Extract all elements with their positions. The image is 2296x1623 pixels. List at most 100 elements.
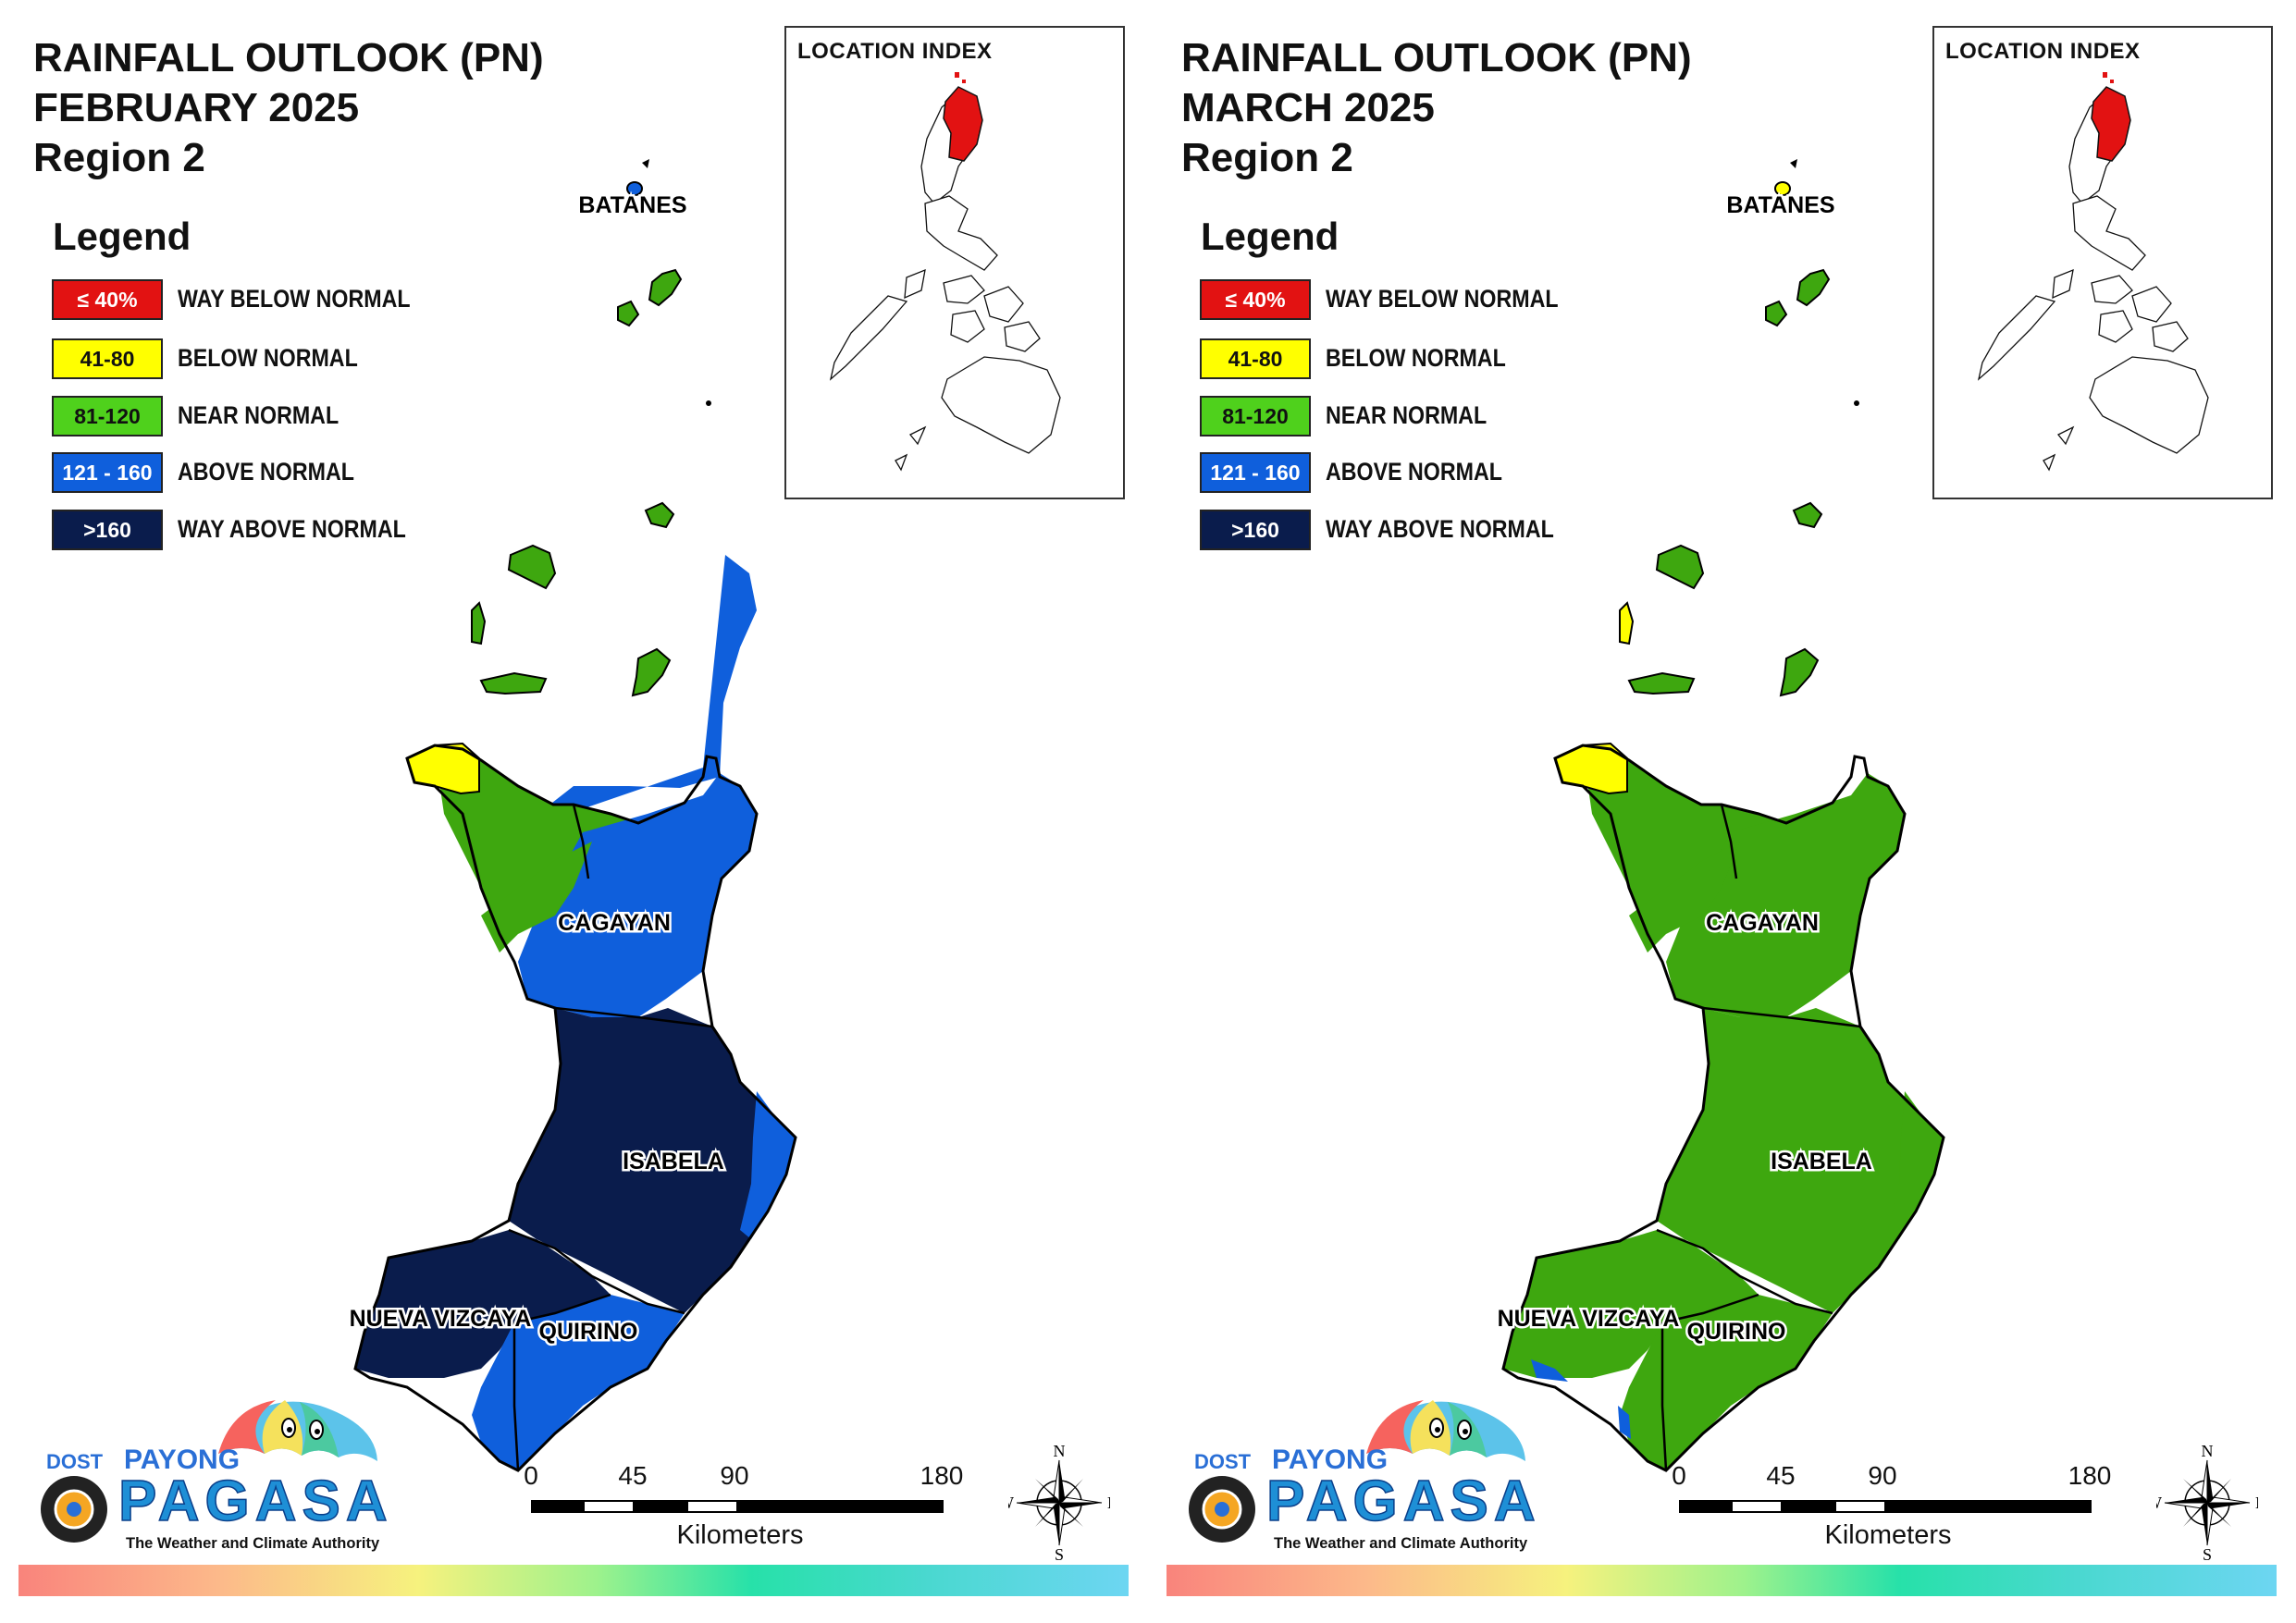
batanes-highlight bbox=[955, 72, 966, 83]
nueva-quirino-border bbox=[1660, 1322, 1668, 1471]
cagayan-isabela-border bbox=[1702, 1006, 1861, 1028]
logo-payong: PAYONG bbox=[124, 1445, 240, 1475]
map-panel-march: RAINFALL OUTLOOK (PN) MARCH 2025 Region … bbox=[1148, 0, 2296, 1623]
legend-label: WAY ABOVE NORMAL bbox=[178, 515, 406, 543]
pagasa-logo: DOST PAYONG PAGASA The Weather and Clima… bbox=[1189, 1400, 1536, 1552]
scale-segment bbox=[738, 1500, 944, 1513]
location-index-inset: LOCATION INDEX bbox=[1932, 26, 2273, 499]
legend-swatch: 121 - 160 bbox=[1200, 452, 1311, 493]
bottom-gradient-band bbox=[1167, 1565, 2277, 1596]
province-label-isabela: ISABELA bbox=[623, 1149, 724, 1174]
compass-n: N bbox=[2202, 1443, 2214, 1460]
isabela-south-border bbox=[1656, 1228, 1833, 1315]
legend-swatch: 41-80 bbox=[1200, 338, 1311, 379]
legend-swatch: 81-120 bbox=[1200, 396, 1311, 436]
map-title: RAINFALL OUTLOOK (PN) MARCH 2025 Region … bbox=[1181, 33, 1692, 183]
logo-pagasa: PAGASA bbox=[118, 1469, 393, 1533]
pagasa-logo: DOST PAYONG PAGASA The Weather and Clima… bbox=[41, 1400, 393, 1552]
batanes-islet bbox=[1790, 159, 1797, 168]
scale-tick: 90 bbox=[720, 1461, 749, 1490]
mindanao-outline bbox=[941, 356, 1061, 454]
scale-bar: 0 45 90 180 Kilometers bbox=[518, 1461, 964, 1572]
legend-swatch: >160 bbox=[52, 510, 163, 550]
province-label-quirino: QUIRINO bbox=[1687, 1319, 1786, 1345]
compass-n: N bbox=[1054, 1443, 1066, 1460]
scale-segment bbox=[1834, 1500, 1886, 1513]
scale-tick: 45 bbox=[1766, 1461, 1796, 1490]
province-label-nueva-vizcaya: NUEVA VIZCAYA bbox=[1498, 1306, 1680, 1332]
philippines-outline-map bbox=[1977, 72, 2209, 472]
cagayan-inner-border bbox=[1720, 804, 1738, 879]
logo-dost: DOST bbox=[46, 1450, 104, 1473]
islet-dot bbox=[706, 400, 711, 406]
nueva-vizcaya-fill bbox=[355, 1230, 611, 1378]
compass-e: E bbox=[1107, 1494, 1110, 1512]
batanes-islet bbox=[642, 159, 649, 168]
philippines-outline-map bbox=[829, 72, 1061, 472]
nueva-vizcaya-fill bbox=[1503, 1230, 1759, 1378]
legend-label: WAY BELOW NORMAL bbox=[178, 285, 411, 313]
region-2-highlight bbox=[943, 86, 983, 162]
isabela-fill bbox=[1657, 1008, 1939, 1313]
cagayan-fill bbox=[514, 555, 757, 832]
scale-tick: 45 bbox=[618, 1461, 648, 1490]
legend-label: ABOVE NORMAL bbox=[178, 458, 354, 486]
batanes-highlight bbox=[2103, 72, 2114, 83]
scale-unit: Kilometers bbox=[676, 1520, 804, 1550]
inset-title: LOCATION INDEX bbox=[1945, 39, 2141, 64]
legend-swatch: 81-120 bbox=[52, 396, 163, 436]
region-map: BATANES CAGAYAN ISABEL bbox=[349, 159, 797, 1472]
scale-segment bbox=[583, 1500, 635, 1513]
quirino-fill bbox=[472, 1295, 685, 1470]
title-line-1: RAINFALL OUTLOOK (PN) bbox=[33, 35, 544, 80]
quirino-north-border bbox=[1661, 1293, 1759, 1324]
cagayan-north-fill bbox=[1583, 744, 1851, 934]
scale-segment bbox=[1886, 1500, 2092, 1513]
nueva-quirino-border bbox=[512, 1322, 520, 1471]
legend-swatch: 121 - 160 bbox=[52, 452, 163, 493]
luzon-south-outline bbox=[924, 195, 998, 271]
compass-s: S bbox=[2203, 1545, 2212, 1563]
province-label-cagayan: CAGAYAN bbox=[1706, 910, 1819, 936]
scale-segment bbox=[686, 1500, 738, 1513]
map-title: RAINFALL OUTLOOK (PN) FEBRUARY 2025 Regi… bbox=[33, 33, 544, 183]
legend-swatch: 41-80 bbox=[52, 338, 163, 379]
legend-swatch: >160 bbox=[1200, 510, 1311, 550]
scale-tick: 180 bbox=[920, 1461, 964, 1490]
location-index-inset: LOCATION INDEX bbox=[784, 26, 1125, 499]
cagayan-inner-border bbox=[572, 804, 590, 879]
bottom-gradient-band bbox=[19, 1565, 1129, 1596]
scale-tick: 0 bbox=[524, 1461, 538, 1490]
logo-dost: DOST bbox=[1194, 1450, 1252, 1473]
compass-w: W bbox=[2156, 1494, 2162, 1512]
scale-segment bbox=[531, 1500, 583, 1513]
scale-segment bbox=[635, 1500, 686, 1513]
legend-label: ABOVE NORMAL bbox=[1326, 458, 1502, 486]
map-panel-february: RAINFALL OUTLOOK (PN) FEBRUARY 2025 Regi… bbox=[19, 26, 1129, 1596]
scale-segment bbox=[1731, 1500, 1783, 1513]
province-label-nueva-vizcaya: NUEVA VIZCAYA bbox=[350, 1306, 532, 1332]
isabela-fill bbox=[509, 1008, 791, 1313]
batanes-island bbox=[626, 181, 643, 196]
compass-rose-icon: N S E W bbox=[1008, 1443, 1110, 1563]
scale-tick: 180 bbox=[2068, 1461, 2112, 1490]
scale-segment bbox=[1679, 1500, 1731, 1513]
scale-segment bbox=[1783, 1500, 1834, 1513]
inset-title: LOCATION INDEX bbox=[797, 39, 993, 64]
legend-label: WAY BELOW NORMAL bbox=[1326, 285, 1559, 313]
legend-title: Legend bbox=[1201, 215, 1339, 258]
province-label-quirino: QUIRINO bbox=[539, 1319, 638, 1345]
legend-label: WAY ABOVE NORMAL bbox=[1326, 515, 1554, 543]
region-outline bbox=[1501, 744, 1945, 1472]
title-line-3: Region 2 bbox=[33, 135, 205, 180]
province-label-batanes: BATANES bbox=[1726, 192, 1834, 218]
region-map: BATANES CAGAYAN ISABELA NUEVA VIZCAYA Q bbox=[1495, 159, 1945, 1472]
isabela-coast-fill bbox=[1888, 1091, 1944, 1239]
quirino-above-patch bbox=[1618, 1406, 1631, 1439]
cagayan-northwest-strip bbox=[481, 842, 592, 953]
legend-label: NEAR NORMAL bbox=[178, 401, 339, 429]
babuyan-islands bbox=[1619, 268, 1831, 697]
compass-s: S bbox=[1055, 1545, 1064, 1563]
province-label-batanes: BATANES bbox=[578, 192, 686, 218]
legend-label: NEAR NORMAL bbox=[1326, 401, 1487, 429]
